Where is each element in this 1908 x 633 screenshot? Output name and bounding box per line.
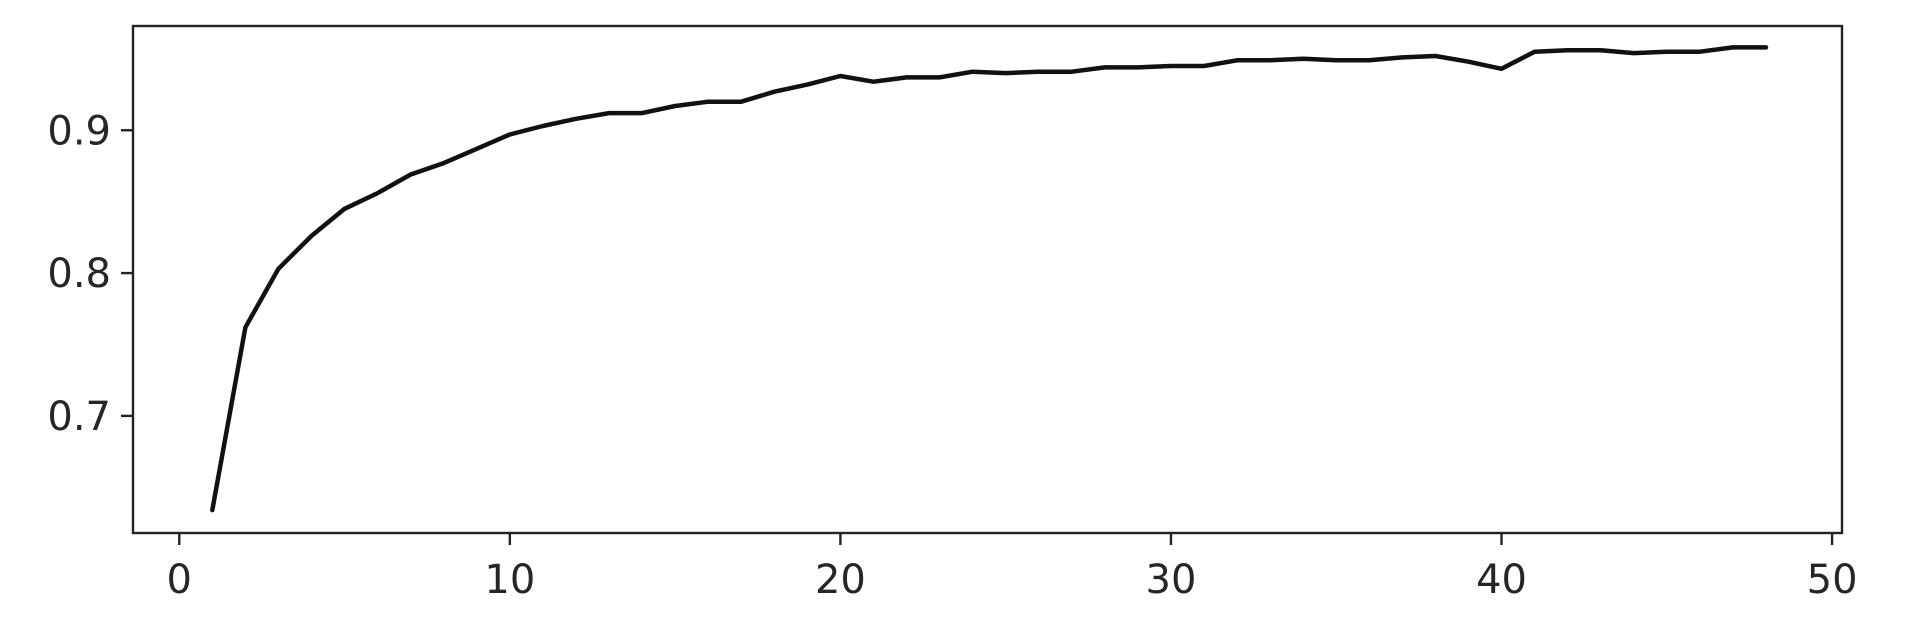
x-axis: 0 10 20 30 40 50: [167, 533, 1858, 603]
x-tick-label: 40: [1476, 557, 1527, 603]
axes-frame: [131, 24, 1844, 535]
y-tick-label: 0.7: [47, 394, 111, 440]
x-tick-label: 0: [167, 557, 192, 603]
x-tick-label: 30: [1146, 557, 1197, 603]
y-axis: 0.7 0.8 0.9: [47, 108, 133, 440]
y-tick-label: 0.8: [47, 251, 111, 297]
y-tick-label: 0.9: [47, 108, 111, 154]
x-tick-label: 10: [484, 557, 535, 603]
x-tick-label: 20: [815, 557, 866, 603]
plot-area: [131, 24, 1844, 535]
series-layer: [210, 45, 1769, 513]
x-tick-label: 50: [1807, 557, 1858, 603]
series-line: [210, 45, 1769, 513]
